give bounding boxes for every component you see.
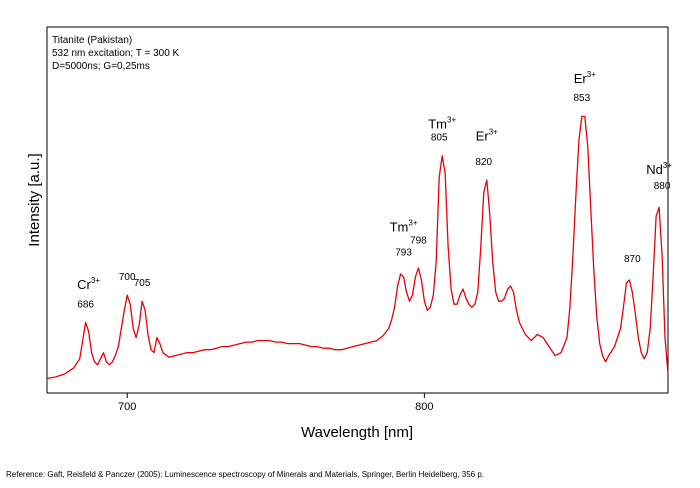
peak-label: 700 xyxy=(119,272,136,283)
spectrum-chart: 700 800 Cr3+Tm3+Tm3+Er3+Er3+Nd3+686700705… xyxy=(26,26,672,441)
x-axis-label: Wavelength [nm] xyxy=(301,424,413,441)
peak-label: 705 xyxy=(134,278,151,289)
ion-label: Nd3+ xyxy=(646,161,672,177)
ion-label: Er3+ xyxy=(574,70,596,86)
peak-label: 686 xyxy=(77,299,94,310)
x-tick-label: 800 xyxy=(415,401,433,413)
peak-label: 853 xyxy=(573,93,590,104)
y-axis-label: Intensity [a.u.] xyxy=(26,153,43,246)
info-line: D=5000ns; G=0,25ms xyxy=(52,61,150,72)
peak-label: 870 xyxy=(624,254,641,265)
plot-frame xyxy=(46,26,669,394)
spectrum-line-0 xyxy=(46,115,669,380)
x-tick-label: 700 xyxy=(118,401,136,413)
ion-label: Tm3+ xyxy=(390,219,418,235)
ion-label: Tm3+ xyxy=(428,115,456,131)
x-axis-ticks: 700 800 xyxy=(118,393,434,413)
peak-label: 793 xyxy=(395,248,412,259)
peak-label: 798 xyxy=(410,236,427,247)
info-line: Titanite (Pakistan) xyxy=(52,35,132,46)
ion-label: Er3+ xyxy=(476,128,498,144)
info-line: 532 nm excitation; T = 300 K xyxy=(52,48,180,59)
plot-area xyxy=(46,26,669,394)
peak-label: 805 xyxy=(431,133,448,144)
peak-label: 820 xyxy=(475,157,492,168)
reference-note: Reference: Gaft, Reisfeld & Panczer (200… xyxy=(6,470,485,479)
measurement-info: Titanite (Pakistan) 532 nm excitation; T … xyxy=(52,35,180,72)
peak-label: 880 xyxy=(654,181,671,192)
ion-label: Cr3+ xyxy=(77,276,100,292)
